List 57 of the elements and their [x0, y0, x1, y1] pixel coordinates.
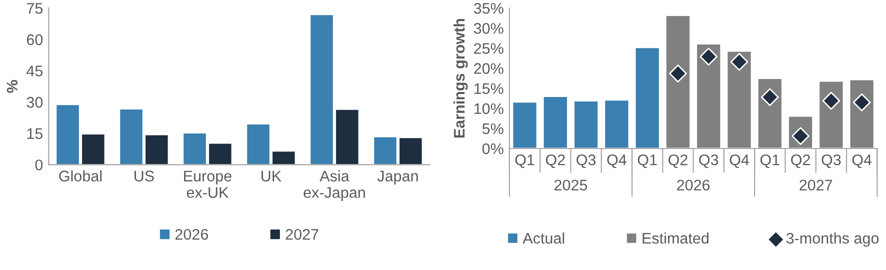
y-tick-label: 0% [482, 143, 504, 154]
x-tick-label: Q4 [730, 154, 749, 168]
text: 2026 [677, 180, 710, 191]
bar [573, 100, 600, 148]
y-tick-label: 15 [27, 128, 43, 140]
y-tick-label: 30% [474, 23, 504, 34]
point [700, 48, 718, 66]
text: 2027 [800, 180, 832, 191]
bar [604, 99, 630, 148]
legend-label: Estimated [642, 232, 708, 244]
y-tick-label: 15% [474, 83, 504, 94]
text: 2025 [554, 180, 588, 191]
x-tick-label: US [134, 170, 154, 182]
x-tick-label: Q2 [546, 154, 565, 168]
y-axis-title: % [6, 80, 18, 93]
bar [512, 101, 538, 148]
x-tick-label: Asia ex-Japan [304, 170, 365, 201]
legend-label: Actual [522, 232, 564, 244]
y-tick-label: 25% [474, 43, 504, 54]
x-tick-label: Q3 [699, 154, 718, 168]
x-tick-label: Q2 [668, 154, 688, 168]
x-tick-label: UK [262, 170, 282, 182]
y-tick-label: 5% [482, 123, 504, 134]
bar [696, 43, 722, 148]
point [760, 88, 779, 106]
bar [756, 78, 783, 148]
y-tick-label: 35% [474, 2, 504, 14]
y-tick-label: 75 [26, 3, 43, 14]
x-tick-label: Europe ex-UK [184, 170, 232, 198]
y-tick-label: 45 [26, 66, 43, 76]
x-tick-label: Q4 [852, 154, 872, 168]
point [822, 92, 840, 110]
x-tick-label: Q1 [515, 154, 534, 168]
x-tick-label: Q4 [607, 154, 626, 168]
x-tick-label: Q2 [791, 154, 810, 168]
point [730, 52, 748, 71]
legend-label: 3-months ago [786, 232, 879, 247]
point [852, 93, 871, 112]
y-tick-label: 20% [474, 63, 504, 74]
y-tick-label: 10% [474, 103, 504, 114]
x-tick-label: Q1 [760, 154, 780, 168]
x-tick-label: Q3 [822, 154, 841, 168]
bar [665, 14, 691, 148]
bar [634, 46, 660, 148]
x-tick-label: Q1 [638, 154, 657, 168]
x-tick-label: Q3 [576, 154, 596, 168]
bar [726, 50, 752, 148]
y-tick-label: 60 [26, 34, 43, 46]
legend-label: 2027 [286, 228, 318, 240]
x-tick-label: Global [59, 170, 102, 182]
y-axis-title: Earnings growth [453, 18, 468, 138]
bar [542, 96, 568, 148]
legend-label: 2026 [175, 228, 208, 240]
point [669, 64, 687, 82]
y-tick-label: 30 [26, 96, 43, 108]
x-tick-label: Japan [377, 170, 418, 184]
y-tick-label: 0 [35, 160, 43, 170]
